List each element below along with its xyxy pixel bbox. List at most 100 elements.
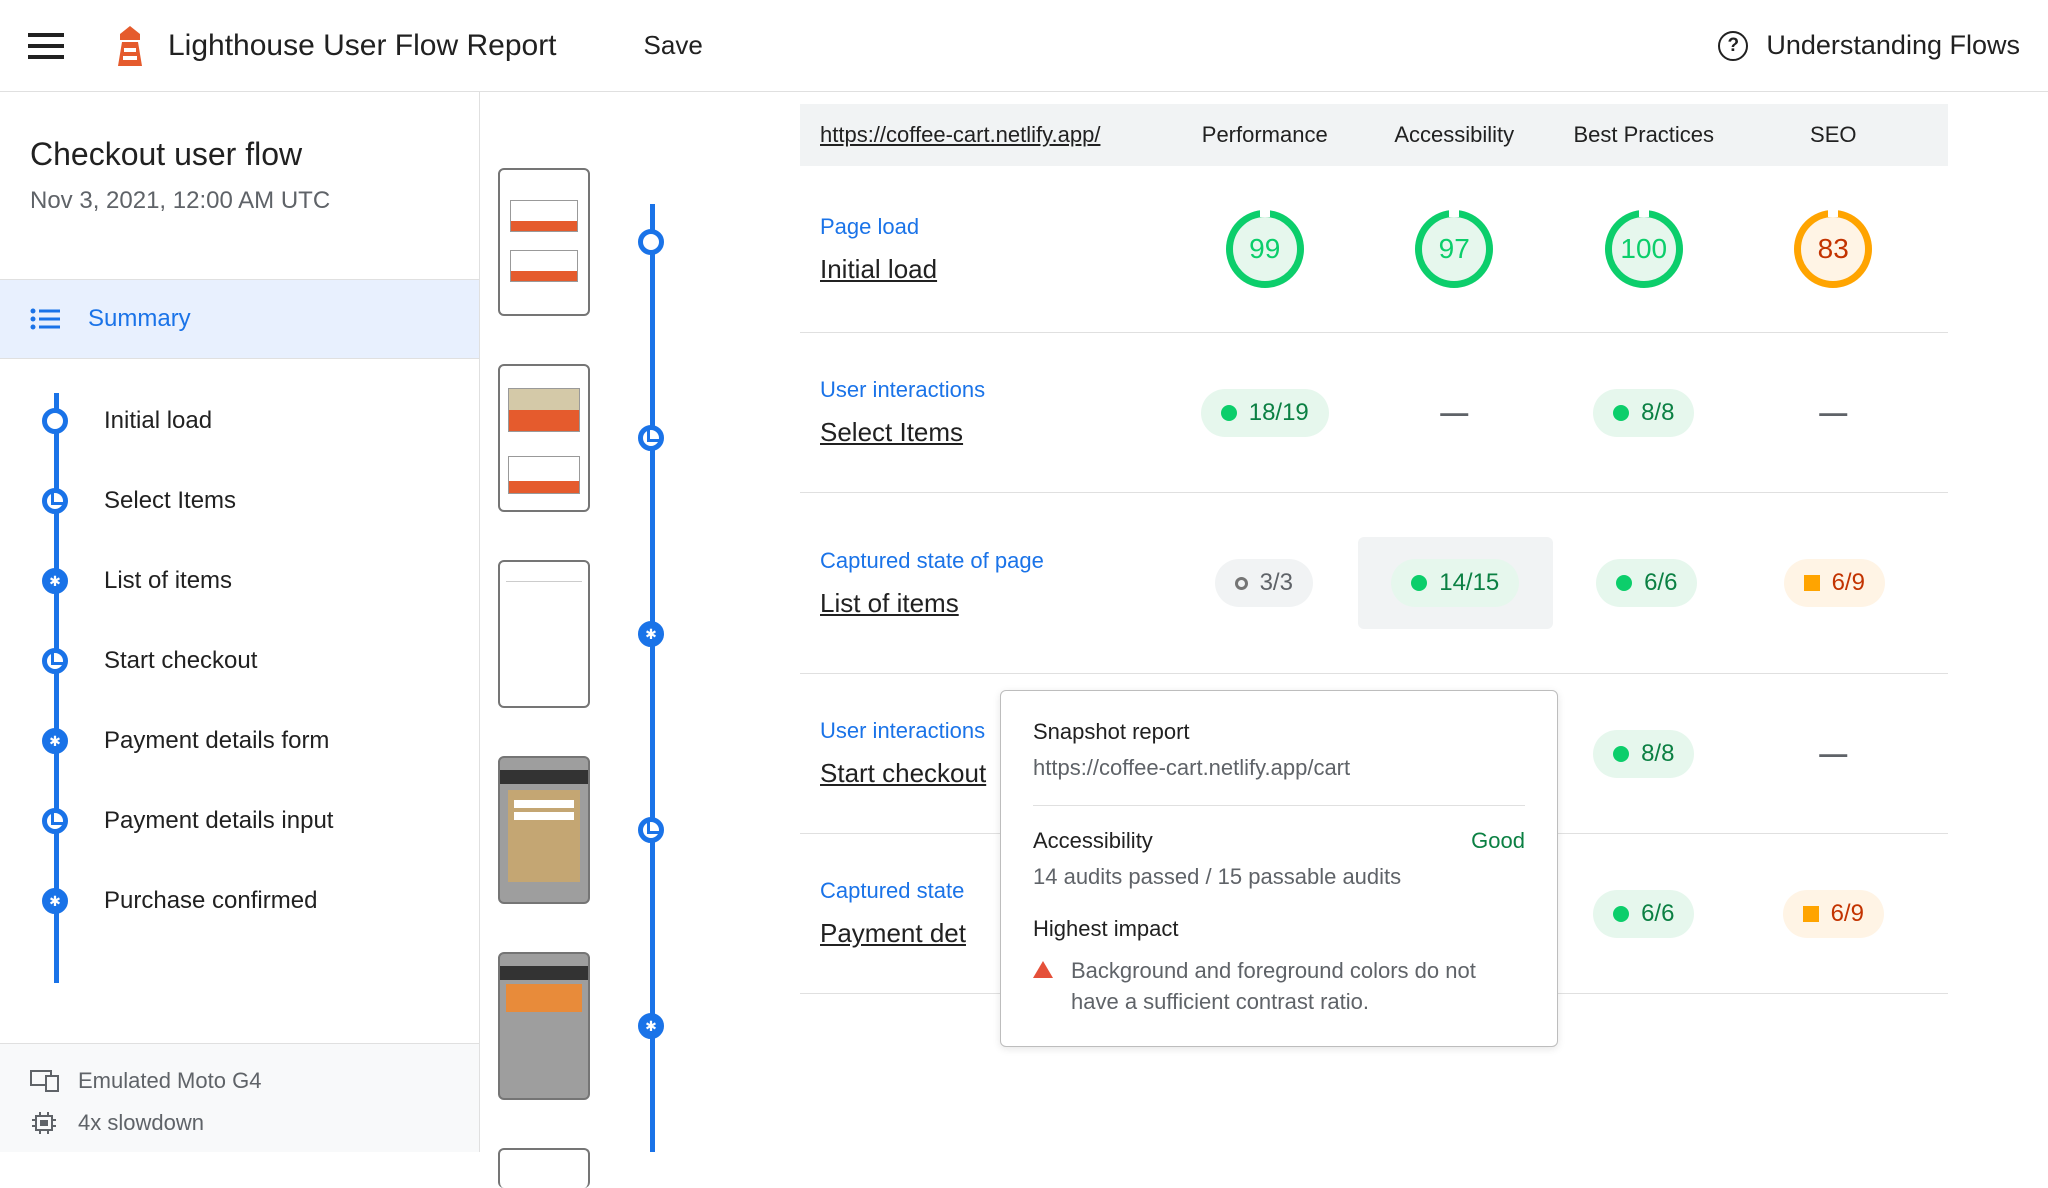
step-type: User interactions <box>820 377 1170 403</box>
score-pill[interactable]: 18/19 <box>1201 389 1329 437</box>
screenshot-thumbnail[interactable] <box>498 756 590 904</box>
col-seo: SEO <box>1739 122 1929 148</box>
score-gauge[interactable]: 83 <box>1794 210 1872 288</box>
col-best-practices: Best Practices <box>1549 122 1739 148</box>
sidebar-item-label: Initial load <box>104 407 212 435</box>
sidebar-item[interactable]: Payment details form <box>42 701 479 781</box>
score-pill[interactable]: 14/15 <box>1391 559 1519 607</box>
score-pill[interactable]: 8/8 <box>1593 730 1694 778</box>
metric-cell: 3/3 <box>1170 559 1358 607</box>
devices-icon <box>30 1070 60 1092</box>
metric-cell: 18/19 <box>1170 389 1360 437</box>
score-pill[interactable]: 6/9 <box>1784 559 1885 607</box>
screenshot-thumbnail[interactable] <box>498 364 590 512</box>
score-pill[interactable]: 8/8 <box>1593 389 1694 437</box>
help-icon: ? <box>1718 31 1748 61</box>
metric-cell: 8/8 <box>1549 730 1739 778</box>
timeline-node-icon <box>638 425 664 451</box>
metric-cell: 6/9 <box>1739 890 1929 938</box>
metric-cell: — <box>1739 397 1929 429</box>
sidebar-item-label: Payment details input <box>104 807 333 835</box>
metric-cell: 6/6 <box>1553 559 1741 607</box>
score-gauge[interactable]: 97 <box>1415 210 1493 288</box>
step-node-icon <box>42 808 68 834</box>
step-type: Captured state of page <box>820 548 1170 574</box>
sidebar-item[interactable]: List of items <box>42 541 479 621</box>
step-type: Page load <box>820 214 1170 240</box>
metric-cell: — <box>1360 397 1550 429</box>
tooltip-issue: Background and foreground colors do not … <box>1033 956 1525 1018</box>
tooltip-impact-label: Highest impact <box>1033 916 1525 942</box>
timeline-row <box>480 168 800 316</box>
column-headers: https://coffee-cart.netlify.app/ Perform… <box>800 104 1948 166</box>
save-button[interactable]: Save <box>644 30 703 61</box>
step-name-link[interactable]: Initial load <box>820 254 1170 285</box>
sidebar-item-label: Start checkout <box>104 647 257 675</box>
sidebar-item-label: List of items <box>104 567 232 595</box>
app-header: Lighthouse User Flow Report Save ? Under… <box>0 0 2048 92</box>
step-node-icon <box>42 888 68 914</box>
tooltip-audits: 14 audits passed / 15 passable audits <box>1033 864 1525 890</box>
timeline-row <box>480 1148 800 1188</box>
step-node-icon <box>42 488 68 514</box>
metric-cell: 99 <box>1170 210 1360 288</box>
screenshot-thumbnail[interactable] <box>498 1148 590 1188</box>
summary-label: Summary <box>88 305 191 333</box>
sidebar-item[interactable]: Purchase confirmed <box>42 861 479 941</box>
step-info: Captured state of page List of items <box>820 548 1170 619</box>
step-name-link[interactable]: List of items <box>820 588 1170 619</box>
score-gauge[interactable]: 99 <box>1226 210 1304 288</box>
step-node-icon <box>42 728 68 754</box>
no-score: — <box>1440 397 1468 429</box>
flow-date: Nov 3, 2021, 12:00 AM UTC <box>0 187 479 215</box>
timeline-row <box>480 756 800 904</box>
score-pill[interactable]: 6/6 <box>1596 559 1697 607</box>
timeline-node-icon <box>638 229 664 255</box>
device-row: Emulated Moto G4 <box>30 1068 449 1094</box>
score-pill[interactable]: 6/9 <box>1783 890 1884 938</box>
tooltip-popover: Snapshot report https://coffee-cart.netl… <box>1000 690 1558 1047</box>
step-row: Captured state of page List of items 3/3… <box>800 493 1948 674</box>
url-header[interactable]: https://coffee-cart.netlify.app/ <box>820 122 1170 148</box>
step-info: Page load Initial load <box>820 214 1170 285</box>
step-info: User interactions Select Items <box>820 377 1170 448</box>
col-accessibility: Accessibility <box>1360 122 1550 148</box>
lighthouse-logo-icon <box>112 26 148 66</box>
step-row: Page load Initial load 99 97 100 83 <box>800 166 1948 333</box>
warning-triangle-icon <box>1033 961 1053 978</box>
help-label: Understanding Flows <box>1766 30 2020 61</box>
sidebar-summary[interactable]: Summary <box>0 279 479 359</box>
metric-cell: 83 <box>1739 210 1929 288</box>
timeline-row <box>480 364 800 512</box>
sidebar-item-label: Select Items <box>104 487 236 515</box>
no-score: — <box>1819 397 1847 429</box>
sidebar-item[interactable]: Start checkout <box>42 621 479 701</box>
tooltip-title: Snapshot report <box>1033 719 1525 745</box>
timeline-node-icon <box>638 817 664 843</box>
screenshot-thumbnail[interactable] <box>498 168 590 316</box>
screenshot-thumbnail[interactable] <box>498 952 590 1100</box>
sidebar-item[interactable]: Select Items <box>42 461 479 541</box>
menu-icon[interactable] <box>28 33 64 59</box>
help-link[interactable]: ? Understanding Flows <box>1718 30 2020 61</box>
metric-cell: 14/15 <box>1358 537 1554 629</box>
device-info: Emulated Moto G4 4x slowdown <box>0 1043 479 1152</box>
list-icon <box>30 308 60 330</box>
screenshot-thumbnail[interactable] <box>498 560 590 708</box>
timeline-node-icon <box>638 621 664 647</box>
step-node-icon <box>42 648 68 674</box>
score-pill[interactable]: 6/6 <box>1593 890 1694 938</box>
tooltip-status: Good <box>1471 828 1525 854</box>
score-gauge[interactable]: 100 <box>1605 210 1683 288</box>
sidebar-item-label: Purchase confirmed <box>104 887 317 915</box>
metric-cell: 97 <box>1360 210 1550 288</box>
step-name-link[interactable]: Select Items <box>820 417 1170 448</box>
score-pill[interactable]: 3/3 <box>1215 559 1313 607</box>
sidebar-item[interactable]: Payment details input <box>42 781 479 861</box>
sidebar-item[interactable]: Initial load <box>42 381 479 461</box>
timeline-column <box>480 104 800 1152</box>
metric-cell: 100 <box>1549 210 1739 288</box>
metric-cell: — <box>1739 738 1929 770</box>
step-row: User interactions Select Items 18/19 — 8/8… <box>800 333 1948 493</box>
tooltip-category: Accessibility <box>1033 828 1153 854</box>
